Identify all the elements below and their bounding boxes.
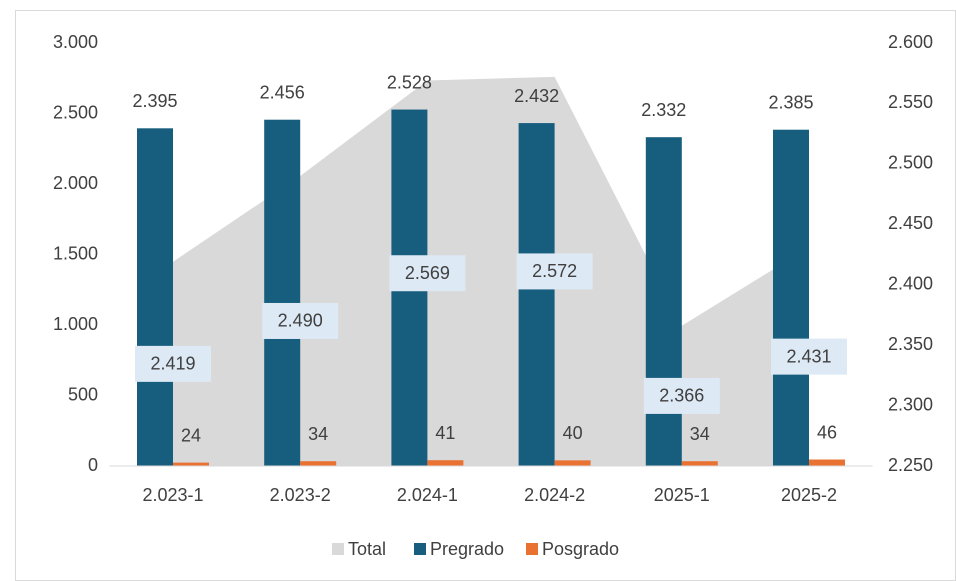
data-label: 2.528 [387,72,432,92]
x-tick-label: 2.023-1 [142,485,203,505]
bar [554,460,591,466]
data-label: 2.572 [532,261,577,281]
data-label: 2.569 [405,263,450,283]
y-tick-label: 3.000 [53,32,98,52]
data-label: 2.419 [150,354,195,374]
data-label-box [771,338,847,375]
y-tick-label: 500 [68,384,98,404]
y-tick-label: 1.500 [53,243,98,263]
x-tick-label: 2.023-2 [270,485,331,505]
data-label: 2.395 [132,91,177,111]
legend-swatch [526,543,538,555]
data-label-box [389,255,466,292]
data-label: 2.332 [641,100,686,120]
y2-tick-label: 2.450 [888,213,933,233]
legend-label: Total [348,539,386,559]
data-label: 2.385 [768,92,813,112]
x-tick-label: 2025-2 [781,485,837,505]
y2-tick-label: 2.300 [888,394,933,414]
data-label-box [262,302,339,339]
legend-label: Pregrado [430,539,504,559]
data-label: 2.456 [260,82,305,102]
data-label: 41 [435,423,455,443]
legend-swatch [414,543,426,555]
y-tick-label: 2.500 [53,102,98,122]
y2-tick-label: 2.350 [888,334,933,354]
data-label: 2.366 [659,386,704,406]
bar [518,123,555,466]
data-label: 46 [817,422,837,442]
x-tick-label: 2.024-1 [397,485,458,505]
bar [300,461,337,466]
legend-label: Posgrado [542,539,619,559]
bar [681,461,718,466]
y-tick-label: 0 [88,455,98,475]
x-tick-label: 2.024-2 [524,485,585,505]
bar [645,137,682,467]
data-label-box [135,345,211,382]
data-label: 34 [308,424,328,444]
data-label: 2.490 [278,311,323,331]
y2-tick-label: 2.400 [888,273,933,293]
data-label-box [643,377,720,414]
y2-tick-label: 2.500 [888,153,933,173]
bar [773,129,809,466]
y-tick-label: 1.000 [53,314,98,334]
bar [427,460,464,466]
data-label: 24 [181,425,201,445]
y2-tick-label: 2.250 [888,455,933,475]
data-label: 34 [690,424,710,444]
data-label: 2.432 [514,86,559,106]
legend-swatch [332,543,344,555]
bar [173,462,209,466]
bar [809,459,845,466]
data-label: 40 [563,423,583,443]
data-label-box [516,253,593,290]
data-label: 2.431 [786,346,831,366]
y2-tick-label: 2.550 [888,92,933,112]
x-tick-label: 2025-1 [654,485,710,505]
bar [264,119,301,466]
y2-tick-label: 2.600 [888,32,933,52]
bar [137,128,173,466]
y-tick-label: 2.000 [53,173,98,193]
